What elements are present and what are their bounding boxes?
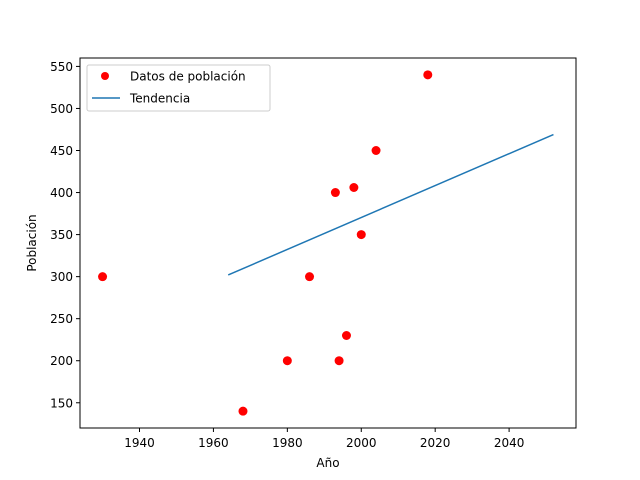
trend-layer <box>227 133 554 276</box>
y-tick-label-6: 450 <box>50 144 73 158</box>
x-tick-label-4: 2020 <box>420 436 451 450</box>
y-axis-ticks: 150 200 250 300 350 400 450 500 550 <box>50 60 80 410</box>
data-point-10 <box>423 70 433 80</box>
x-tick-label-2: 1980 <box>272 436 303 450</box>
data-point-0 <box>98 272 108 282</box>
y-tick-label-4: 350 <box>50 228 73 242</box>
legend-box <box>86 64 271 112</box>
legend: Datos de población Tendencia <box>86 64 271 112</box>
plot-area <box>80 58 576 428</box>
data-point-2 <box>282 356 292 366</box>
x-axis-label: Año <box>316 456 339 470</box>
legend-marker-population <box>101 72 109 80</box>
data-point-7 <box>349 183 359 192</box>
y-tick-label-3: 300 <box>50 270 73 284</box>
plot-frame <box>79 57 577 429</box>
x-tick-label-3: 2000 <box>346 436 377 450</box>
x-tick-label-0: 1940 <box>124 436 155 450</box>
y-tick-label-7: 500 <box>50 102 73 116</box>
y-tick-label-5: 400 <box>50 186 73 200</box>
data-point-4 <box>330 188 340 198</box>
x-tick-label-1: 1960 <box>198 436 229 450</box>
x-tick-label-5: 2040 <box>494 436 525 450</box>
trend-line <box>227 133 554 276</box>
data-point-1 <box>238 406 248 416</box>
y-tick-label-1: 200 <box>50 354 73 368</box>
x-axis-ticks: 1940 1960 1980 2000 2020 2040 <box>124 428 524 450</box>
y-tick-label-8: 550 <box>50 60 73 74</box>
y-tick-label-0: 150 <box>50 396 73 410</box>
y-axis-label: Población <box>25 214 39 271</box>
y-tick-label-2: 250 <box>50 312 73 326</box>
data-point-6 <box>341 331 351 340</box>
data-point-9 <box>371 146 381 155</box>
data-point-3 <box>305 272 315 282</box>
data-point-5 <box>334 356 344 366</box>
data-point-8 <box>356 230 366 240</box>
legend-label-trend: Tendencia <box>129 92 190 106</box>
points-layer <box>98 70 433 416</box>
legend-label-population: Datos de población <box>130 70 246 84</box>
